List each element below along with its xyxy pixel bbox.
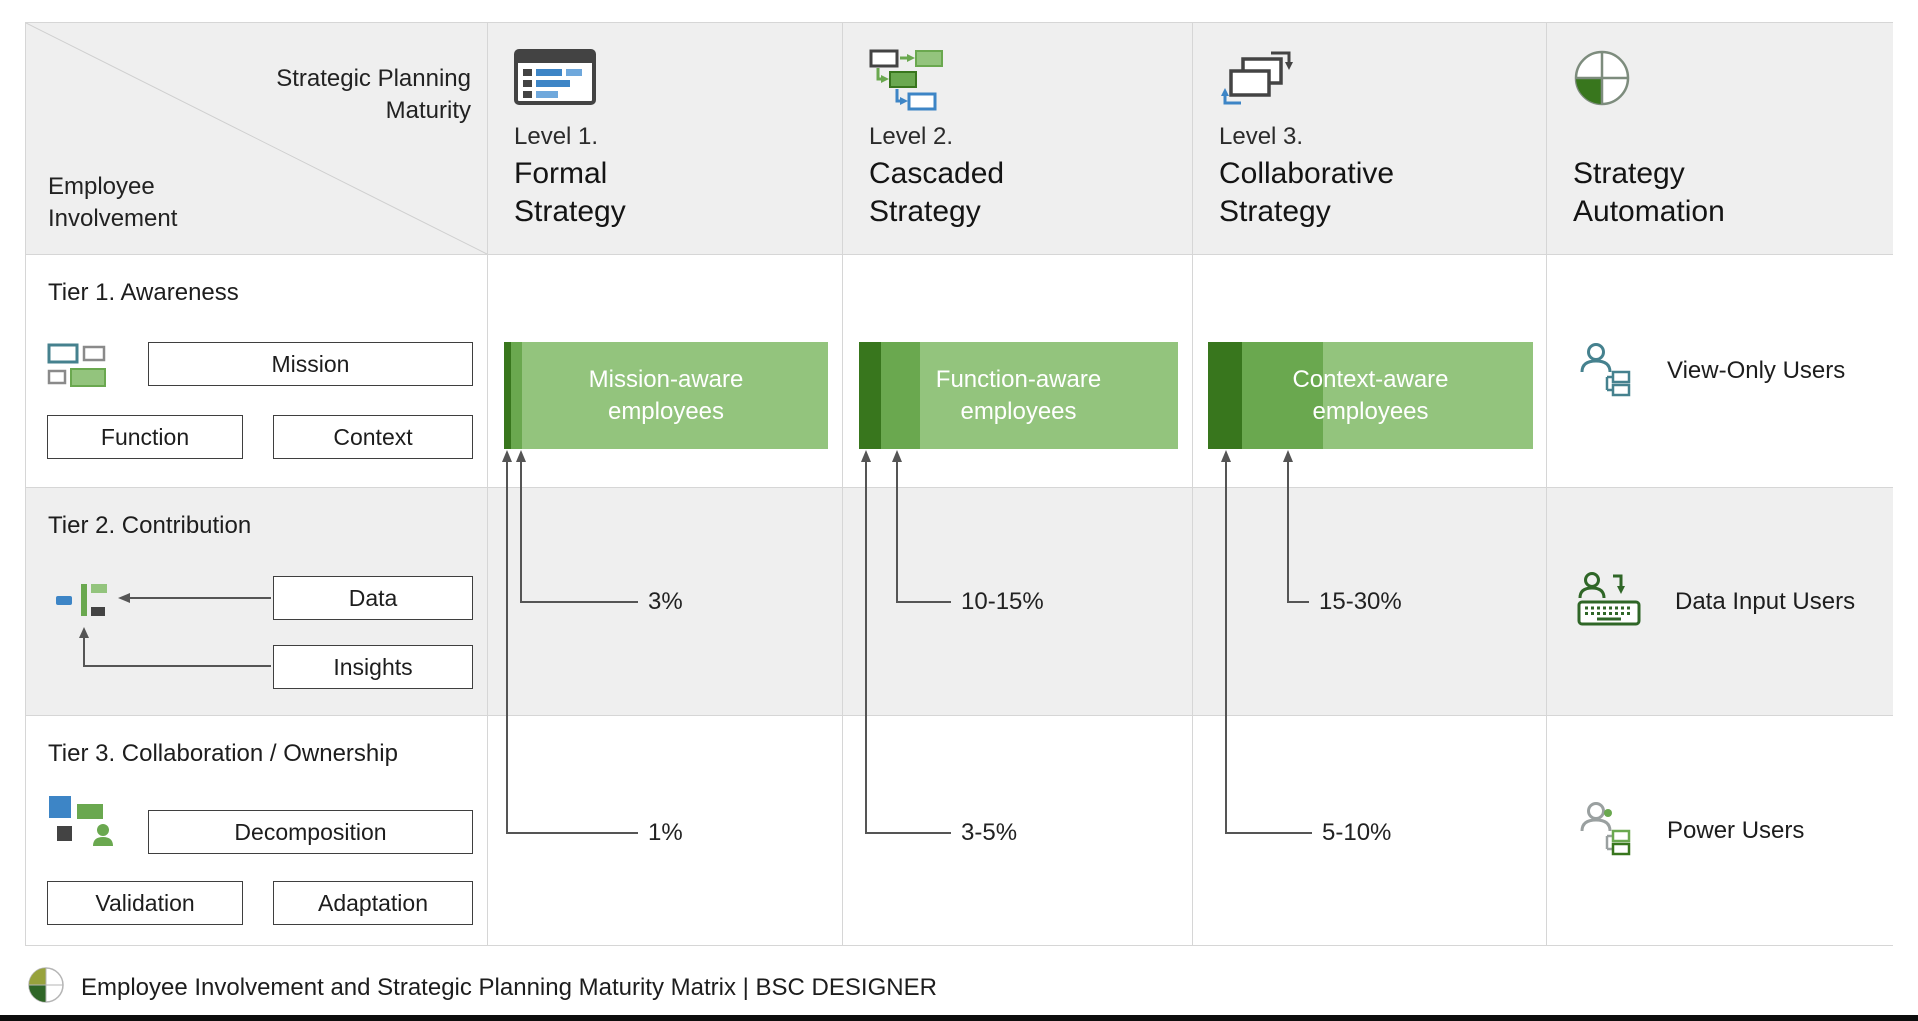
tier2-title: Tier 2. Contribution [48, 512, 252, 539]
maturity-matrix: Strategic Planning Maturity Employee Inv… [25, 22, 1893, 946]
header-level-2: Level 2. Cascaded Strategy [843, 23, 1193, 255]
sync-icon [1219, 49, 1299, 112]
data-input-users-label: Data Input Users [1675, 587, 1856, 615]
function-aware-bar: Function-aware employees [859, 342, 1178, 449]
data-input-users-cell: Data Input Users [1547, 488, 1893, 716]
level-title-line1: Formal [514, 157, 608, 190]
data-input-users-icon [1577, 571, 1641, 632]
collaboration-blocks-icon [47, 794, 121, 857]
bar-cell-level2: Function-aware employees [843, 255, 1193, 488]
corner-cell: Strategic Planning Maturity Employee Inv… [26, 23, 488, 255]
insights-box: Insights [273, 645, 473, 689]
bar-segment-dark [504, 342, 512, 449]
function-box: Function [47, 415, 243, 459]
tier3-cell: Tier 3. Collaboration / Ownership Decomp… [26, 716, 488, 945]
cascade-icon [869, 49, 949, 116]
context-aware-bar: Context-aware employees [1208, 342, 1533, 449]
mission-aware-bar: Mission-aware employees [504, 342, 828, 449]
level-title-line2: Strategy [1219, 195, 1331, 229]
bar-label-line1: Mission-aware [588, 365, 744, 393]
level-prefix: Level 1. [514, 123, 599, 150]
tier2-level3-value: 15-30% [1319, 588, 1402, 615]
contribution-merge-icon [54, 578, 112, 629]
footer: Employee Involvement and Strategic Plann… [27, 966, 937, 1009]
tier1-cell: Tier 1. Awareness Mission Function Conte… [26, 255, 488, 488]
data-box: Data [273, 576, 473, 620]
level-title: Collaborative Strategy [1219, 155, 1394, 231]
diagonal-divider [26, 23, 487, 254]
bar-segment-main [522, 342, 828, 449]
tier3-level1-value: 1% [648, 819, 683, 846]
level-prefix: Level 2. [869, 123, 954, 150]
bar-label-line2: employees [1312, 397, 1429, 425]
view-only-users-icon [1577, 341, 1633, 402]
axis-label-maturity: Strategic Planning Maturity [276, 65, 471, 125]
bar-label: Context-aware employees [1208, 342, 1533, 449]
decomposition-box: Decomposition [148, 810, 473, 854]
spreadsheet-icon [514, 49, 596, 110]
bar-cell-level3: Context-aware employees [1193, 255, 1547, 488]
contribution-arrows [79, 593, 271, 667]
tier2-cell: Tier 2. Contribution Data Insights [26, 488, 488, 716]
tier3-title: Tier 3. Collaboration / Ownership [48, 740, 398, 767]
tier2-level2-value: 10-15% [961, 588, 1044, 615]
header-level-3: Level 3. Collaborative Strategy [1193, 23, 1547, 255]
footer-caption: Employee Involvement and Strategic Plann… [81, 973, 937, 1001]
bar-segment-mid [511, 342, 523, 449]
automation-title-line2: Automation [1573, 195, 1725, 229]
bar-label: Mission-aware employees [504, 342, 828, 449]
tier3-level2-value: 3-5% [961, 819, 1018, 846]
bar-segment-main [1323, 342, 1533, 449]
level-title-line2: Strategy [869, 195, 981, 229]
bar-segment-main [919, 342, 1178, 449]
power-users-icon [1577, 800, 1633, 861]
screenshot-bottom-edge [0, 1015, 1918, 1021]
level-title-line1: Collaborative [1219, 157, 1395, 190]
mission-box: Mission [148, 342, 473, 386]
level-title-line2: Strategy [514, 195, 626, 229]
bar-label-line1: Context-aware [1292, 365, 1449, 393]
bar-cell-level1: Mission-aware employees [488, 255, 843, 488]
power-users-cell: Power Users [1547, 716, 1893, 945]
bar-label-line2: employees [607, 397, 725, 425]
header-level-1: Level 1. Formal Strategy [488, 23, 843, 255]
header-strategy-automation: Strategy Automation [1547, 23, 1893, 255]
bar-segment-mid [1242, 342, 1324, 449]
axis-label-involvement: Employee Involvement [48, 173, 178, 233]
automation-title-line1: Strategy [1573, 157, 1685, 190]
pie-quadrant-icon [1573, 49, 1631, 112]
bar-segment-dark [1208, 342, 1243, 449]
level-title-line1: Cascaded [869, 157, 1005, 190]
bar-label-line2: employees [960, 397, 1077, 425]
tier2-level1-value: 3% [648, 588, 683, 615]
level-prefix: Level 3. [1219, 123, 1304, 150]
bar-segment-mid [881, 342, 920, 449]
view-only-users-label: View-Only Users [1667, 357, 1846, 384]
tier1-title: Tier 1. Awareness [48, 279, 239, 306]
tier3-level3-value: 5-10% [1322, 819, 1392, 846]
bsc-designer-logo-icon [27, 966, 65, 1009]
adaptation-box: Adaptation [273, 881, 473, 925]
bar-label: Function-aware employees [859, 342, 1178, 449]
level-title: Formal Strategy [514, 155, 626, 231]
view-only-users-cell: View-Only Users [1547, 255, 1893, 488]
bar-label-line1: Function-aware [935, 365, 1102, 393]
tier3-level2-cell [843, 716, 1193, 945]
awareness-blocks-icon [47, 343, 127, 398]
automation-title: Strategy Automation [1573, 155, 1725, 231]
validation-box: Validation [47, 881, 243, 925]
context-box: Context [273, 415, 473, 459]
level-title: Cascaded Strategy [869, 155, 1004, 231]
power-users-label: Power Users [1667, 816, 1805, 844]
bar-segment-dark [859, 342, 882, 449]
